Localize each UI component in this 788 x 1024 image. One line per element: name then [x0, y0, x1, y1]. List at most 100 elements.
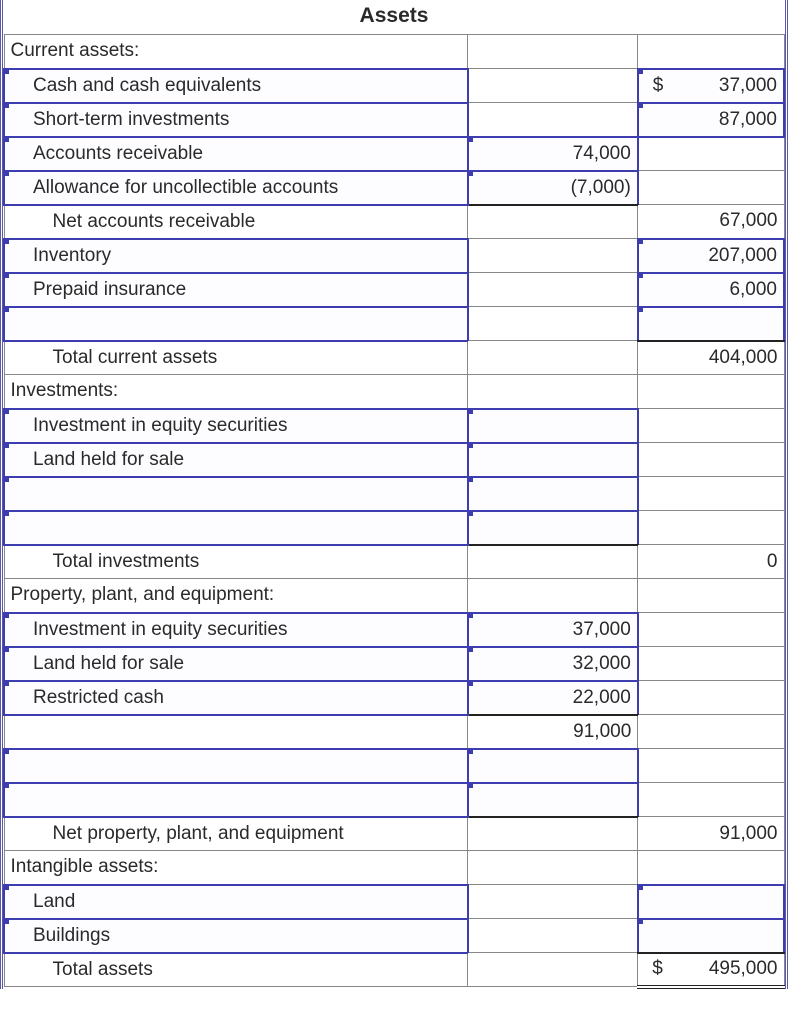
cell-right: $495,000: [638, 953, 784, 987]
row-label[interactable]: [4, 783, 468, 817]
cell-value: 91,000: [719, 823, 777, 844]
cell-mid[interactable]: 74,000: [468, 137, 638, 171]
row-label[interactable]: Inventory: [4, 239, 468, 273]
row-label: Total assets: [4, 953, 468, 987]
table-row: Current assets:: [4, 35, 784, 69]
cell-right: [638, 477, 784, 511]
row-label: Current assets:: [4, 35, 468, 69]
balance-sheet: Assets Current assets:Cash and cash equi…: [0, 0, 788, 989]
cell-mid[interactable]: [468, 477, 638, 511]
cell-mid[interactable]: [468, 783, 638, 817]
cell-right[interactable]: [638, 885, 784, 919]
cell-mid: [468, 919, 638, 953]
cell-mid: [468, 953, 638, 987]
dollar-sign: $: [645, 75, 664, 97]
cell-mid[interactable]: (7,000): [468, 171, 638, 205]
table-row: Buildings: [4, 919, 784, 953]
cell-right[interactable]: 6,000: [638, 273, 784, 307]
cell-mid: [468, 205, 638, 239]
row-label[interactable]: [4, 477, 468, 511]
cell-right: [638, 851, 784, 885]
row-label[interactable]: Investment in equity securities: [4, 409, 468, 443]
row-label[interactable]: [4, 511, 468, 545]
cell-value: 404,000: [709, 347, 778, 368]
cell-right: [638, 375, 784, 409]
cell-value: 207,000: [708, 245, 777, 266]
cell-right: [638, 783, 784, 817]
row-label: Total current assets: [4, 341, 468, 375]
cell-mid[interactable]: 22,000: [468, 681, 638, 715]
cell-mid: [468, 239, 638, 273]
row-label[interactable]: Restricted cash: [4, 681, 468, 715]
cell-mid: [468, 375, 638, 409]
cell-mid: [468, 579, 638, 613]
cell-right: [638, 35, 784, 69]
cell-value: 87,000: [719, 109, 777, 130]
cell-mid: [468, 885, 638, 919]
row-label[interactable]: Short-term investments: [4, 103, 468, 137]
row-label: Total investments: [4, 545, 468, 579]
cell-right[interactable]: $37,000: [638, 69, 784, 103]
cell-mid[interactable]: [468, 511, 638, 545]
table-row: Total current assets 404,000: [4, 341, 784, 375]
cell-right[interactable]: 207,000: [638, 239, 784, 273]
row-label: Net property, plant, and equipment: [4, 817, 468, 851]
row-label[interactable]: Investment in equity securities: [4, 613, 468, 647]
cell-mid: [468, 103, 638, 137]
table-row: Investment in equity securities: [4, 409, 784, 443]
table-row: Investment in equity securities37,000: [4, 613, 784, 647]
sheet-title: Assets: [3, 0, 785, 34]
row-label[interactable]: Accounts receivable: [4, 137, 468, 171]
cell-right: 91,000: [638, 817, 784, 851]
table-row: Net property, plant, and equipment 91,000: [4, 817, 784, 851]
row-label[interactable]: Buildings: [4, 919, 468, 953]
cell-mid: [468, 35, 638, 69]
row-label[interactable]: Land: [4, 885, 468, 919]
table-row: Total investments 0: [4, 545, 784, 579]
cell-right: [638, 409, 784, 443]
cell-mid: [468, 69, 638, 103]
cell-mid[interactable]: [468, 749, 638, 783]
row-label[interactable]: Land held for sale: [4, 443, 468, 477]
row-label: Investments:: [4, 375, 468, 409]
dollar-sign: $: [644, 958, 663, 980]
cell-right: [638, 443, 784, 477]
cell-mid[interactable]: [468, 443, 638, 477]
cell-mid[interactable]: 37,000: [468, 613, 638, 647]
cell-right: [638, 749, 784, 783]
table-row: Total assets $495,000: [4, 953, 784, 987]
table-row: [4, 749, 784, 783]
table-row: Cash and cash equivalents $37,000: [4, 69, 784, 103]
cell-value: 67,000: [719, 210, 777, 231]
table-row: Accounts receivable74,000: [4, 137, 784, 171]
table-row: Intangible assets:: [4, 851, 784, 885]
table-row: [4, 783, 784, 817]
row-label[interactable]: [4, 749, 468, 783]
table-row: Land held for sale: [4, 443, 784, 477]
row-label[interactable]: Allowance for uncollectible accounts: [4, 171, 468, 205]
table-row: 91,000: [4, 715, 784, 749]
table-row: Prepaid insurance 6,000: [4, 273, 784, 307]
row-label[interactable]: [4, 307, 468, 341]
cell-value: 37,000: [719, 75, 777, 96]
cell-right: 404,000: [638, 341, 784, 375]
row-label[interactable]: Cash and cash equivalents: [4, 69, 468, 103]
cell-value: 6,000: [729, 279, 777, 300]
cell-mid[interactable]: [468, 409, 638, 443]
cell-mid: [468, 817, 638, 851]
row-label: [4, 715, 468, 749]
cell-mid[interactable]: 32,000: [468, 647, 638, 681]
row-label[interactable]: Land held for sale: [4, 647, 468, 681]
table-row: [4, 511, 784, 545]
cell-right: [638, 137, 784, 171]
cell-value: 495,000: [709, 958, 778, 979]
table-row: Allowance for uncollectible accounts(7,0…: [4, 171, 784, 205]
cell-right: 0: [638, 545, 784, 579]
cell-right[interactable]: 87,000: [638, 103, 784, 137]
cell-right[interactable]: [638, 307, 784, 341]
cell-right: [638, 613, 784, 647]
assets-table: Current assets:Cash and cash equivalents…: [3, 34, 785, 989]
cell-mid: [468, 341, 638, 375]
row-label[interactable]: Prepaid insurance: [4, 273, 468, 307]
cell-right[interactable]: [638, 919, 784, 953]
